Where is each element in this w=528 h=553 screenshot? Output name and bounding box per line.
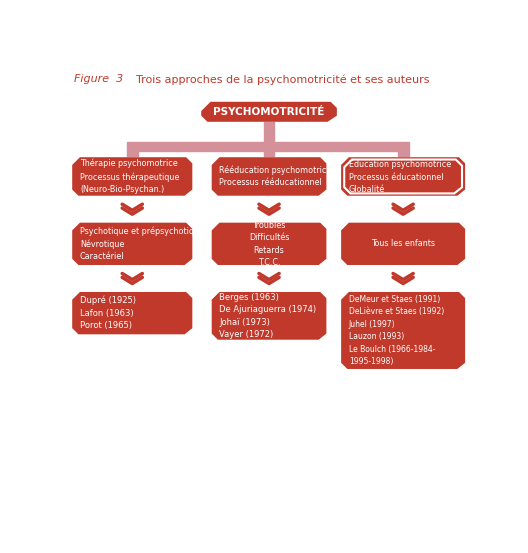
Polygon shape (212, 223, 326, 265)
Text: Psychotique et prépsychotique
Névrotique
Caractériel: Psychotique et prépsychotique Névrotique… (80, 226, 204, 262)
Text: Tous les enfants: Tous les enfants (371, 239, 435, 248)
Polygon shape (212, 292, 326, 340)
Text: PSYCHOMOTRICITÉ: PSYCHOMOTRICITÉ (213, 107, 325, 117)
Polygon shape (72, 223, 192, 265)
Polygon shape (212, 157, 326, 196)
Text: Thérapie psychomotrice
Processus thérapeutique
(Neuro-Bio-Psychan.): Thérapie psychomotrice Processus thérape… (80, 159, 180, 194)
Text: Bolduc ( 1997)
DeMeur et Staes (1991)
DeLièvre et Staes (1992)
Juhel (1997)
Lauz: Bolduc ( 1997) DeMeur et Staes (1991) De… (349, 282, 444, 379)
Polygon shape (341, 223, 465, 265)
Polygon shape (201, 102, 337, 122)
Polygon shape (341, 292, 465, 369)
Text: Troubles
Difficultés
Retards
T.C.C.: Troubles Difficultés Retards T.C.C. (249, 221, 289, 267)
Polygon shape (341, 157, 465, 196)
Polygon shape (72, 292, 192, 335)
Text: Rééducation psychomotrice
Processus rééducationnel: Rééducation psychomotrice Processus rééd… (220, 165, 332, 187)
Text: Figure  3: Figure 3 (74, 74, 123, 84)
Polygon shape (72, 157, 192, 196)
Text: Trois approches de la psychomotricité et ses auteurs: Trois approches de la psychomotricité et… (136, 74, 429, 85)
Text: Dupré (1925)
Lafon (1963)
Porot (1965): Dupré (1925) Lafon (1963) Porot (1965) (80, 296, 136, 330)
Text: Berges (1963)
De Ajuriaguerra (1974)
Johaï (1973)
Vayer (1972): Berges (1963) De Ajuriaguerra (1974) Joh… (220, 293, 317, 339)
Text: Éducation psychomotrice
Processus éducationnel
Globalité: Éducation psychomotrice Processus éducat… (349, 159, 451, 194)
